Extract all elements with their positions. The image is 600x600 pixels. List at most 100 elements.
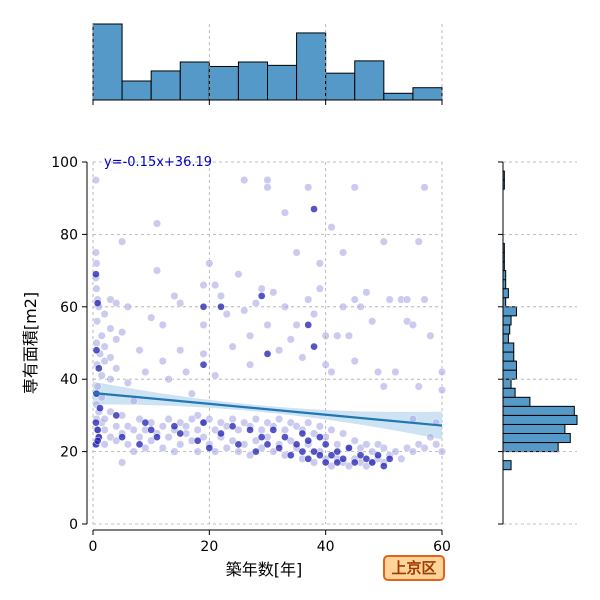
scatter-point — [170, 447, 179, 456]
scatter-point — [100, 425, 109, 434]
y-hist-bar — [502, 342, 515, 353]
x-hist-bar — [267, 64, 298, 101]
y-hist-bar — [502, 423, 566, 435]
scatter-point — [315, 422, 324, 431]
scatter-point — [275, 414, 284, 424]
scatter-point — [257, 292, 266, 300]
scatter-point — [350, 436, 359, 445]
scatter-point — [263, 176, 272, 185]
scatter-point — [240, 306, 249, 315]
scatter-point — [426, 331, 435, 340]
scatter-point — [199, 320, 208, 329]
scatter-point — [437, 367, 447, 377]
scatter-point — [135, 414, 144, 424]
main-axes: 0 20 40 60 0 20 40 60 80 100 — [51, 155, 451, 555]
scatter-point — [118, 433, 126, 441]
scatter-point — [164, 375, 173, 384]
scatter-point — [316, 451, 324, 460]
scatter-point — [234, 270, 243, 279]
scatter-point — [298, 447, 307, 456]
x-hist-bar — [383, 92, 414, 101]
scatter-point — [100, 342, 109, 351]
scatter-point — [379, 462, 388, 470]
scatter-point — [93, 299, 102, 308]
scatter-point — [141, 367, 150, 377]
scatter-point — [240, 418, 249, 427]
y-hist-bar — [502, 369, 517, 380]
scatter-point — [123, 378, 132, 387]
x-axis-title: 築年数[年] — [226, 560, 303, 579]
regression-equation: y=-0.15x+36.19 — [104, 155, 212, 170]
scatter-point — [123, 440, 132, 449]
scatter-point — [263, 320, 272, 329]
scatter-point — [217, 302, 225, 311]
scatter-point — [112, 422, 121, 431]
scatter-point — [251, 436, 260, 445]
scatter-point — [193, 411, 202, 420]
scatter-point — [152, 219, 162, 228]
scatter-point — [92, 270, 100, 279]
scatter-point — [135, 346, 144, 355]
scatter-point — [286, 335, 295, 344]
scatter-point — [403, 295, 412, 304]
regression-line — [92, 391, 443, 427]
scatter-point — [118, 458, 127, 467]
scatter-point — [106, 353, 115, 362]
scatter-point — [304, 295, 313, 304]
scatter-point — [275, 346, 284, 355]
y-tick-label: 20 — [60, 445, 78, 461]
scatter-point — [269, 426, 278, 434]
scatter-point — [205, 414, 214, 424]
scatter-point — [100, 440, 109, 449]
scatter-point — [170, 291, 179, 300]
scatter-point — [321, 360, 330, 369]
scatter-point — [93, 436, 102, 445]
scatter-point — [106, 433, 115, 442]
scatter-point — [153, 433, 161, 441]
y-hist-bar — [502, 433, 571, 444]
ward-badge: 上京区 — [383, 555, 445, 581]
scatter-point — [292, 422, 301, 431]
scatter-point — [193, 425, 202, 434]
scatter-point — [92, 418, 100, 427]
scatter-point — [129, 396, 138, 405]
scatter-point — [339, 454, 347, 463]
scatter-point — [216, 291, 226, 300]
scatter-point — [176, 429, 185, 438]
scatter-point — [269, 447, 278, 456]
scatter-point — [292, 440, 301, 449]
x-hist-bar — [150, 70, 181, 101]
y-axis-title: 専有面積[m2] — [21, 292, 40, 394]
scatter-point — [304, 418, 313, 427]
scatter-point — [321, 440, 330, 449]
scatter-point — [182, 367, 191, 377]
y-hist-bar — [502, 360, 517, 371]
scatter-point — [414, 440, 423, 449]
scatter-point — [251, 414, 260, 424]
scatter-point — [106, 295, 115, 304]
scatter-point — [385, 295, 394, 304]
scatter-point — [182, 422, 191, 431]
scatter-point — [246, 451, 255, 460]
scatter-point — [234, 447, 243, 456]
scatter-point — [408, 447, 417, 456]
scatter-point — [298, 429, 307, 438]
scatter-point — [118, 328, 127, 337]
scatter-point — [304, 321, 313, 329]
scatter-point — [408, 320, 417, 329]
scatter-point — [216, 418, 226, 427]
scatter-point — [93, 382, 102, 391]
scatter-point — [193, 447, 202, 456]
scatter-point — [263, 440, 272, 449]
x-hist-bar — [296, 32, 327, 101]
scatter-point — [147, 436, 156, 445]
y-hist-bar — [502, 324, 511, 335]
x-tick-label: 20 — [200, 539, 218, 555]
x-hist-bar — [121, 80, 152, 101]
scatter-point — [211, 281, 220, 290]
scatter-point — [286, 436, 295, 445]
scatter-point — [92, 338, 101, 348]
scatter-point — [298, 353, 307, 362]
scatter-point — [129, 425, 138, 434]
scatter-point — [246, 331, 255, 340]
